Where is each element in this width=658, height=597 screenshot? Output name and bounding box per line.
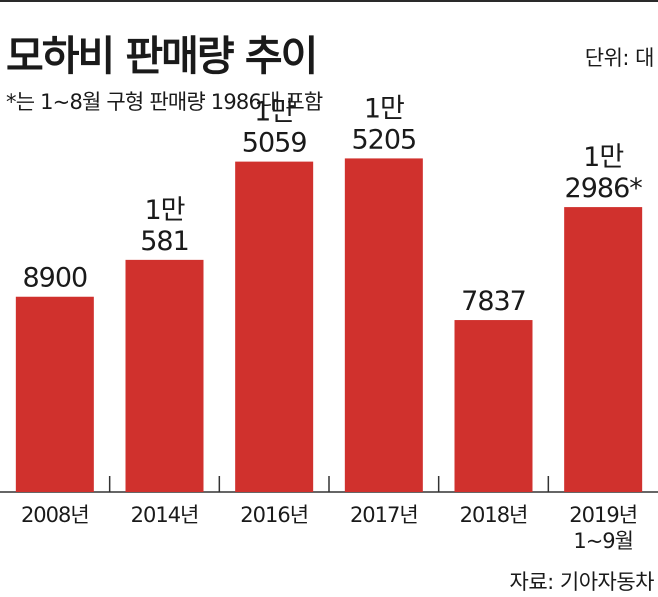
data-label-line: 1만 bbox=[583, 142, 623, 173]
data-label-line: 581 bbox=[140, 226, 189, 257]
x-tick-label: 2017년 bbox=[350, 503, 418, 527]
data-label: 1만 2986* bbox=[565, 142, 643, 204]
data-label: 8900 bbox=[22, 263, 87, 294]
data-label-line: 2986* bbox=[565, 173, 643, 204]
data-label-line: 1만 bbox=[254, 97, 294, 128]
x-tick-label-line: 2014년 bbox=[131, 503, 199, 527]
x-tick-label-line: 2017년 bbox=[350, 503, 418, 527]
x-tick-label-line: 2016년 bbox=[240, 503, 308, 527]
data-label-line: 5205 bbox=[351, 124, 416, 155]
top-rule bbox=[0, 0, 658, 2]
data-label: 1만 5059 bbox=[242, 97, 307, 159]
data-label-line: 5059 bbox=[242, 128, 307, 159]
source-label: 자료: 기아자동차 bbox=[509, 570, 655, 594]
x-tick-label: 2018년 bbox=[460, 503, 528, 527]
bar bbox=[235, 161, 314, 492]
x-tick-label-line: 2019년 bbox=[569, 503, 637, 527]
unit-label: 단위: 대 bbox=[584, 46, 655, 70]
x-tick-label: 2008년 bbox=[21, 503, 89, 527]
data-label-line: 7837 bbox=[461, 286, 526, 317]
data-label: 7837 bbox=[461, 286, 526, 317]
data-label: 1만 5205 bbox=[351, 93, 416, 155]
bar bbox=[454, 320, 533, 492]
data-label-line: 8900 bbox=[22, 263, 87, 294]
x-tick-label-line: 1~9월 bbox=[573, 529, 633, 553]
data-label: 1만 581 bbox=[140, 195, 189, 257]
x-tick-label: 2016년 bbox=[240, 503, 308, 527]
x-tick-label-line: 2018년 bbox=[460, 503, 528, 527]
data-label-line: 1만 bbox=[364, 93, 404, 124]
x-tick-label: 2019년 1~9월 bbox=[569, 503, 637, 553]
footnote: *는 1~8월 구형 판매량 1986대 포함 bbox=[6, 90, 323, 114]
bar bbox=[125, 259, 204, 492]
chart-title: 모하비 판매량 추이 bbox=[6, 32, 318, 80]
bar bbox=[344, 158, 423, 493]
x-tick-label: 2014년 bbox=[131, 503, 199, 527]
bar bbox=[564, 207, 643, 492]
data-label-line: 1만 bbox=[144, 195, 184, 226]
bar bbox=[15, 296, 94, 492]
x-tick-label-line: 2008년 bbox=[21, 503, 89, 527]
